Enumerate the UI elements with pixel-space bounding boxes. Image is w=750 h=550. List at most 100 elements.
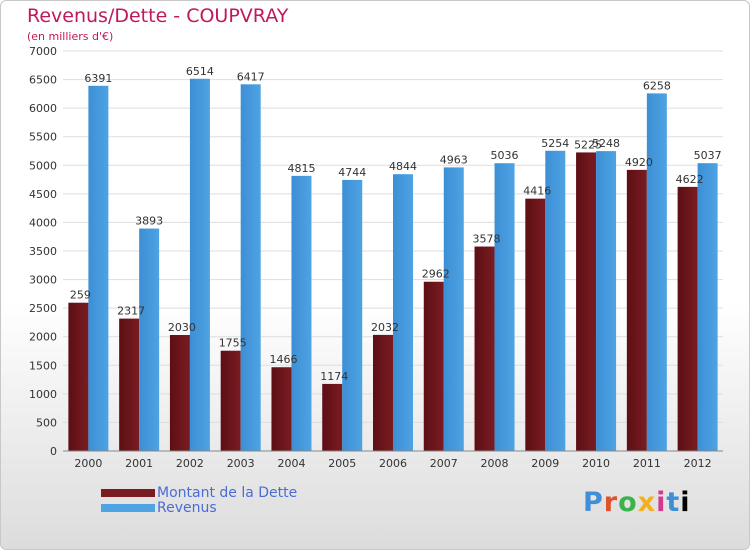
- logo-letter: o: [618, 487, 638, 518]
- bar-debt: [119, 318, 140, 451]
- legend-item-debt: Montant de la Dette: [101, 484, 298, 501]
- bar-debt: [677, 186, 698, 451]
- x-tick-label: 2006: [379, 457, 407, 470]
- logo-letter: x: [637, 487, 657, 518]
- bar-revenue: [342, 179, 363, 451]
- data-label-revenue: 5248: [592, 137, 620, 150]
- bar-debt: [271, 367, 292, 451]
- logo-letter: r: [603, 487, 619, 518]
- y-tick-label: 5500: [29, 131, 57, 144]
- bar-debt: [474, 246, 495, 451]
- data-label-debt: 4416: [523, 185, 551, 198]
- data-label-debt: 3578: [473, 233, 501, 246]
- logo-letter: i: [680, 487, 691, 518]
- data-label-debt: 5225: [574, 138, 602, 151]
- chart-subtitle: (en milliers d'€): [27, 30, 114, 43]
- x-tick-label: 2010: [582, 457, 610, 470]
- legend-label-revenue: Revenus: [157, 499, 217, 516]
- data-label-revenue: 4963: [440, 153, 468, 166]
- bar-revenue: [545, 150, 566, 451]
- x-tick-label: 2004: [277, 457, 305, 470]
- legend-swatch-revenue: [101, 503, 155, 512]
- x-tick-label: 2008: [481, 457, 509, 470]
- bar-debt: [220, 350, 241, 451]
- data-label-debt: 259: [70, 289, 91, 302]
- bar-debt: [68, 302, 89, 451]
- x-tick-label: 2009: [531, 457, 559, 470]
- proxiti-logo: Proxiti: [583, 487, 691, 518]
- axes: 0 500 1000 1500 2000 2500 3000 3500 4000 4500 5000…: [29, 45, 723, 470]
- logo-letter: t: [666, 487, 681, 518]
- y-tick-label: 2000: [29, 331, 57, 344]
- bar-revenue: [596, 151, 617, 451]
- legend-label-debt: Montant de la Dette: [157, 484, 298, 501]
- y-tick-label: 3500: [29, 245, 57, 258]
- bar-debt: [322, 383, 343, 451]
- data-label-debt: 1755: [219, 337, 247, 350]
- data-label-debt: 4622: [676, 173, 704, 186]
- data-label-debt: 1174: [320, 370, 348, 383]
- bar-revenue: [240, 84, 261, 452]
- data-label-debt: 2962: [422, 268, 450, 281]
- y-tick-label: 500: [36, 416, 57, 429]
- y-tick-label: 4500: [29, 188, 57, 201]
- y-tick-label: 0: [50, 445, 57, 458]
- bars: [68, 78, 718, 452]
- data-label-revenue: 6391: [84, 72, 112, 85]
- data-label-revenue: 6514: [186, 65, 214, 78]
- x-tick-label: 2003: [227, 457, 255, 470]
- data-label-revenue: 4744: [338, 166, 366, 179]
- bar-revenue: [139, 228, 160, 451]
- bar-debt: [169, 335, 190, 451]
- data-label-debt: 4920: [625, 156, 653, 169]
- bar-revenue: [189, 78, 210, 452]
- x-tick-label: 2001: [125, 457, 153, 470]
- x-tick-label: 2007: [430, 457, 458, 470]
- y-tick-label: 1000: [29, 388, 57, 401]
- bar-revenue: [697, 163, 718, 451]
- data-label-revenue: 4815: [287, 162, 315, 175]
- data-label-debt: 2317: [117, 305, 145, 318]
- data-label-debt: 2030: [168, 321, 196, 334]
- logo-letter: P: [583, 487, 604, 518]
- x-tick-label: 2012: [684, 457, 712, 470]
- legend: Montant de la Dette Revenus: [101, 484, 298, 516]
- y-tick-label: 5000: [29, 159, 57, 172]
- bar-debt: [423, 281, 444, 451]
- data-label-debt: 2032: [371, 321, 399, 334]
- data-label-revenue: 5037: [694, 149, 722, 162]
- y-tick-label: 1500: [29, 359, 57, 372]
- y-tick-label: 2500: [29, 302, 57, 315]
- x-tick-label: 2000: [74, 457, 102, 470]
- chart-title: Revenus/Dette - COUPVRAY: [27, 5, 289, 27]
- logo-letter: i: [656, 487, 667, 518]
- data-label-revenue: 4844: [389, 160, 417, 173]
- data-label-revenue: 6417: [237, 70, 265, 83]
- legend-item-revenue: Revenus: [101, 499, 297, 516]
- y-tick-label: 6500: [29, 74, 57, 87]
- data-label-revenue: 6258: [643, 79, 671, 92]
- x-tick-label: 2005: [328, 457, 356, 470]
- bar-debt: [525, 198, 546, 451]
- data-label-revenue: 3893: [135, 215, 163, 228]
- x-tick-label: 2002: [176, 457, 204, 470]
- x-tick-label: 2011: [633, 457, 661, 470]
- y-tick-label: 7000: [29, 45, 57, 58]
- data-label-revenue: 5036: [491, 149, 519, 162]
- bar-debt: [626, 169, 647, 451]
- y-tick-label: 4000: [29, 216, 57, 229]
- bar-revenue: [443, 167, 464, 451]
- bar-revenue: [646, 93, 667, 452]
- y-tick-label: 6000: [29, 102, 57, 115]
- bar-debt: [373, 334, 393, 451]
- bar-revenue: [393, 174, 413, 451]
- bar-revenue: [291, 175, 312, 451]
- data-labels: 259 6391 2317 3893 2030 6514 1755 6417 1466 4815 1…: [70, 65, 722, 383]
- legend-swatch-debt: [101, 488, 155, 497]
- y-tick-label: 3000: [29, 274, 57, 287]
- bar-revenue: [494, 163, 515, 451]
- bar-debt: [576, 152, 597, 451]
- data-label-revenue: 5254: [541, 137, 569, 150]
